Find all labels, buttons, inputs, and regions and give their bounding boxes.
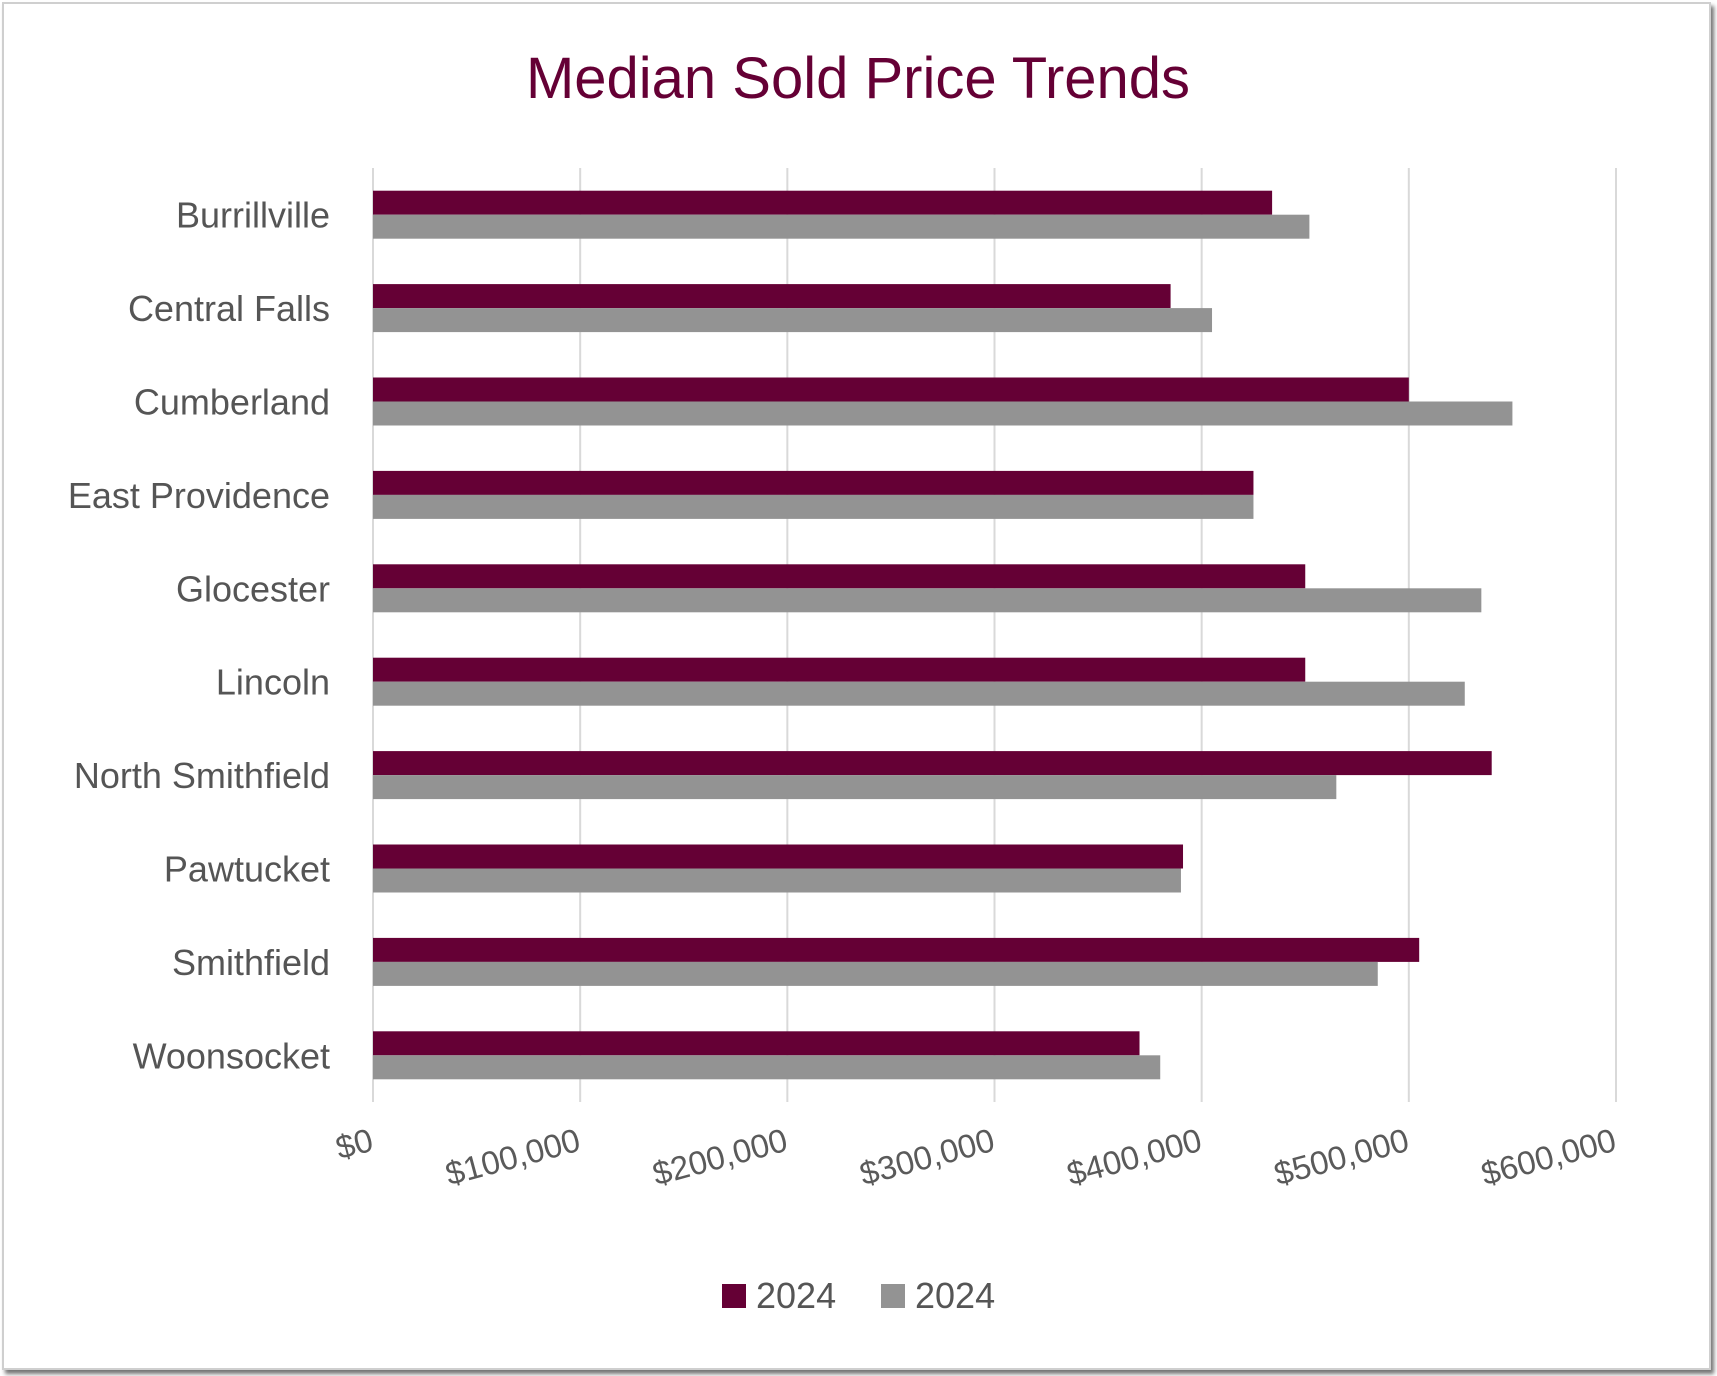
legend-swatch bbox=[722, 1284, 746, 1308]
bar bbox=[373, 657, 1306, 682]
bar bbox=[373, 844, 1184, 869]
bar bbox=[373, 681, 1465, 706]
category-label: Smithfield bbox=[172, 942, 330, 983]
x-tick-label: $600,000 bbox=[1477, 1121, 1620, 1192]
x-tick-label: $300,000 bbox=[856, 1121, 999, 1192]
legend-label: 2024 bbox=[915, 1275, 995, 1316]
category-label: North Smithfield bbox=[74, 755, 330, 796]
bar bbox=[373, 868, 1181, 893]
bar bbox=[373, 284, 1171, 309]
category-label: Glocester bbox=[176, 568, 330, 609]
bar bbox=[373, 401, 1513, 426]
x-tick-label: $400,000 bbox=[1063, 1121, 1206, 1192]
bar bbox=[373, 494, 1254, 519]
x-tick-label: $500,000 bbox=[1270, 1121, 1413, 1192]
category-label: Burrillville bbox=[176, 195, 330, 236]
category-label: Lincoln bbox=[216, 662, 330, 703]
bar bbox=[373, 1031, 1140, 1056]
legend-label: 2024 bbox=[756, 1275, 836, 1316]
category-label: Central Falls bbox=[128, 288, 330, 329]
x-tick-labels: $0 $100,000 $200,000 $300,000 $400,000 $500,0… bbox=[332, 1121, 1620, 1192]
x-tick-label: $0 bbox=[332, 1121, 377, 1166]
bar bbox=[373, 751, 1492, 776]
bar bbox=[373, 1055, 1161, 1080]
category-label: Woonsocket bbox=[133, 1035, 330, 1076]
x-tick-label: $100,000 bbox=[441, 1121, 584, 1192]
bar bbox=[373, 377, 1409, 402]
category-label: Cumberland bbox=[134, 382, 330, 423]
x-tick-label: $200,000 bbox=[649, 1121, 792, 1192]
chart-title: Median Sold Price Trends bbox=[526, 46, 1190, 111]
bar bbox=[373, 775, 1337, 800]
legend: 2024 2024 bbox=[722, 1275, 995, 1316]
bar bbox=[373, 937, 1420, 962]
bar bbox=[373, 564, 1306, 589]
bar bbox=[373, 308, 1213, 333]
category-label: Pawtucket bbox=[164, 849, 330, 890]
category-label: East Providence bbox=[68, 475, 330, 516]
bars bbox=[373, 190, 1513, 1080]
bar bbox=[373, 214, 1310, 239]
bar bbox=[373, 190, 1273, 215]
legend-swatch bbox=[881, 1284, 905, 1308]
bar bbox=[373, 470, 1254, 495]
bar bbox=[373, 588, 1482, 613]
category-labels: Burrillville Central Falls Cumberland East … bbox=[68, 195, 330, 1077]
bar bbox=[373, 961, 1378, 986]
